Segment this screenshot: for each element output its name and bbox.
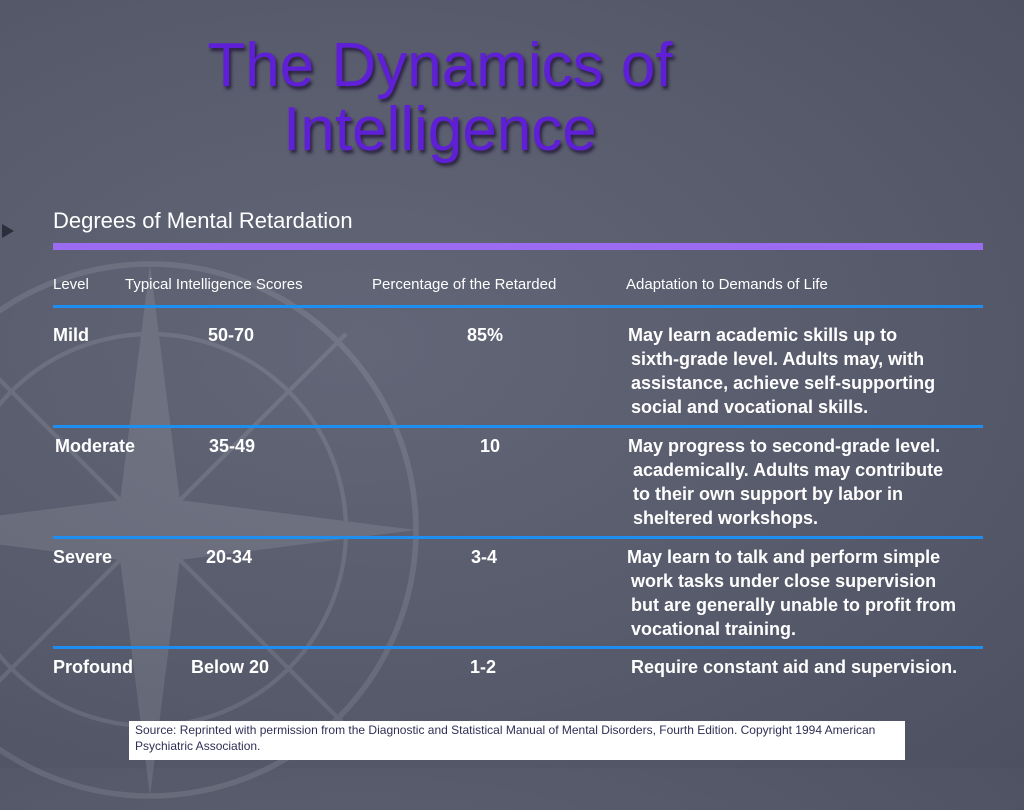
row-divider (53, 536, 983, 539)
title-line-1: The Dynamics of (207, 31, 673, 100)
cell-level: Moderate (55, 436, 136, 456)
source-citation: Source: Reprinted with permission from t… (129, 721, 905, 760)
adaptation-line: May progress to second-grade level. (628, 436, 941, 456)
source-line-2: Psychiatric Association. (135, 739, 261, 753)
cell-scores: 35-49 (209, 436, 256, 456)
cell-adaptation: May learn academic skills up to sixth-gr… (628, 323, 935, 419)
adaptation-line: work tasks under close supervision (631, 571, 937, 591)
cell-adaptation: May progress to second-grade level. acad… (628, 434, 943, 530)
adaptation-line: May learn academic skills up to (628, 325, 898, 345)
adaptation-line: assistance, achieve self-supporting (631, 373, 936, 393)
cell-adaptation: Require constant aid and supervision. (631, 655, 957, 679)
adaptation-line: to their own support by labor in (633, 484, 903, 504)
adaptation-line: sixth-grade level. Adults may, with (631, 349, 925, 369)
cell-percentage: 3-4 (471, 547, 498, 567)
header-adaptation: Adaptation to Demands of Life (626, 276, 828, 293)
cell-level: Profound (53, 657, 133, 677)
header-scores: Typical Intelligence Scores (125, 276, 303, 293)
adaptation-line: May learn to talk and perform simple (627, 547, 941, 567)
row-divider (53, 305, 983, 308)
slide-nav-arrow-icon (2, 224, 14, 238)
row-divider (53, 646, 983, 649)
adaptation-line: social and vocational skills. (631, 397, 869, 417)
cell-level: Severe (53, 547, 113, 567)
adaptation-line: sheltered workshops. (633, 508, 819, 528)
cell-scores: 20-34 (206, 547, 253, 567)
slide-title: The Dynamics of Intelligence (0, 34, 880, 162)
cell-percentage: 1-2 (470, 657, 497, 677)
cell-adaptation: May learn to talk and perform simple wor… (627, 545, 956, 641)
subtitle-underline-bar (53, 243, 983, 250)
title-line-2: Intelligence (283, 95, 597, 164)
table-subtitle: Degrees of Mental Retardation (53, 208, 353, 233)
header-level: Level (53, 276, 89, 293)
header-percentage: Percentage of the Retarded (372, 276, 557, 293)
source-line-1: Source: Reprinted with permission from t… (135, 723, 876, 737)
cell-level: Mild (53, 325, 89, 345)
cell-percentage: 10 (480, 436, 501, 456)
adaptation-line: vocational training. (631, 619, 797, 639)
cell-percentage: 85% (467, 325, 504, 345)
row-divider (53, 425, 983, 428)
adaptation-line: but are generally unable to profit from (631, 595, 957, 615)
cell-scores: 50-70 (208, 325, 255, 345)
adaptation-line: Require constant aid and supervision. (631, 657, 958, 677)
adaptation-line: academically. Adults may contribute (633, 460, 944, 480)
cell-scores: Below 20 (191, 657, 270, 677)
